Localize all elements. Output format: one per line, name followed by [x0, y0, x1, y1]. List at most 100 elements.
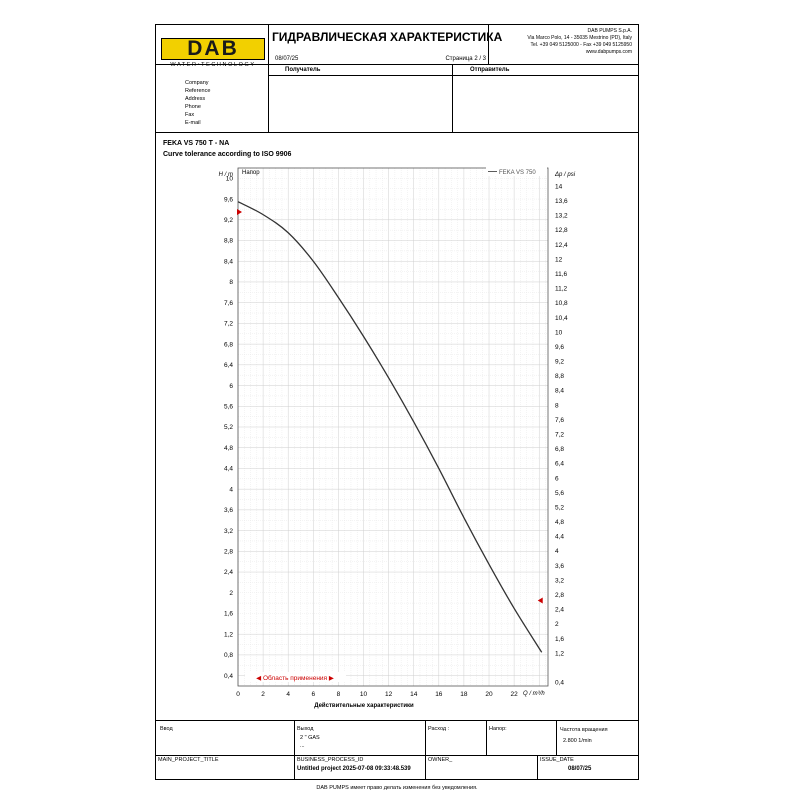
- output-extra: ...: [300, 743, 305, 749]
- y-tick-label: 1,2: [224, 631, 233, 638]
- x-tick-label: 6: [311, 691, 315, 698]
- business-process-value: Untitled project 2025-07-08 09:33:48.539: [297, 766, 411, 772]
- y2-tick-label: 8,4: [555, 388, 564, 395]
- y-tick-label: 8,4: [224, 258, 233, 265]
- y2-tick-label: 8,8: [555, 373, 564, 380]
- y2-tick-label: 12,8: [555, 227, 568, 234]
- y-tick-label: 6,4: [224, 362, 233, 369]
- x-tick-label: 8: [337, 691, 341, 698]
- footer-divider: [556, 720, 557, 755]
- y2-tick-label: 5,2: [555, 504, 564, 511]
- logo-text: DAB: [187, 37, 239, 60]
- contact-label-address: Address: [185, 96, 206, 102]
- header-divider: [488, 24, 489, 64]
- y2-tick-label: 10,8: [555, 300, 568, 307]
- footer-divider: [486, 720, 487, 755]
- curve-line-feka: [237, 201, 543, 653]
- page-title: ГИДРАВЛИЧЕСКАЯ ХАРАКТЕРИСТИКА: [272, 30, 503, 44]
- y2-tick-label: 7,6: [555, 417, 564, 424]
- footer-divider: [425, 720, 426, 780]
- header-divider: [268, 24, 269, 132]
- contact-label-phone: Phone: [185, 104, 201, 110]
- application-range-box: [245, 672, 346, 682]
- y2-tick-label: 11,2: [555, 286, 568, 293]
- y-tick-label: 2,4: [224, 569, 233, 576]
- y2-tick-label: 4: [555, 548, 559, 555]
- y2-tick-label: 11,6: [555, 271, 568, 278]
- y-tick-label: 6: [229, 383, 233, 390]
- company-line: www.dabpumps.com: [585, 49, 632, 55]
- head-label: Напор:: [489, 726, 507, 732]
- y-tick-label: 1,6: [224, 611, 233, 618]
- y2-axis-label: Δp / psi: [554, 172, 576, 178]
- x-tick-label: 16: [435, 691, 443, 698]
- x-tick-label: 4: [286, 691, 290, 698]
- x-tick-label: 10: [360, 691, 368, 698]
- footer-mid-line: [155, 755, 639, 756]
- y-tick-label: 3,6: [224, 507, 233, 514]
- panel-label: Напор: [242, 170, 260, 176]
- dab-logo: DAB: [161, 37, 265, 60]
- footer-divider: [294, 720, 295, 780]
- y-tick-label: 4,8: [224, 445, 233, 452]
- issue-date-label: ISSUE_DATE: [540, 757, 574, 763]
- legend-label: FEKA VS 750: [499, 170, 536, 176]
- y-tick-label: 7,2: [224, 321, 233, 328]
- y2-tick-label: 2,8: [555, 592, 564, 599]
- y2-tick-label: 6: [555, 475, 559, 482]
- y2-tick-label: 13,6: [555, 198, 568, 205]
- y2-tick-label: 2,4: [555, 607, 564, 614]
- y2-tick-label: 9,6: [555, 344, 564, 351]
- company-line: Via Marco Polo, 14 - 35035 Mestrino (PD)…: [527, 35, 632, 41]
- x-tick-label: 22: [510, 691, 518, 698]
- axis-ticks: 0 2 4 6 8 10 12 14 16 18 20 22 0,4 0,8 1,2 1,6 2 2,4 2,8 3,…: [224, 176, 568, 698]
- y-tick-label: 7,6: [224, 300, 233, 307]
- x-tick-label: 14: [410, 691, 418, 698]
- y-tick-label: 0,8: [224, 652, 233, 659]
- tolerance-note: Curve tolerance according to ISO 9906: [163, 151, 292, 158]
- speed-label: Частота вращения: [560, 727, 608, 733]
- contact-label-email: E-mail: [185, 120, 201, 126]
- output-label: Выход: [297, 726, 314, 732]
- y2-tick-label: 14: [555, 183, 563, 190]
- product-name: FEKA VS 750 T - NA: [163, 140, 230, 147]
- y-tick-label: 4,4: [224, 466, 233, 473]
- x-tick-label: 18: [460, 691, 468, 698]
- header-bottom-line: [155, 64, 639, 65]
- header-section-line: [155, 132, 639, 133]
- y2-tick-label: 12: [555, 256, 563, 263]
- footer-top-line: [155, 720, 639, 721]
- y2-tick-label: 0,4: [555, 680, 564, 687]
- y2-tick-label: 3,2: [555, 577, 564, 584]
- y-tick-label: 3,2: [224, 528, 233, 535]
- document-frame: [155, 24, 639, 780]
- y2-tick-label: 6,4: [555, 461, 564, 468]
- y2-tick-label: 12,4: [555, 242, 568, 249]
- y2-tick-label: 9,2: [555, 359, 564, 366]
- main-project-label: MAIN_PROJECT_TITLE: [158, 757, 219, 763]
- y-tick-label: 5,6: [224, 403, 233, 410]
- y2-tick-label: 4,4: [555, 534, 564, 541]
- pump-curve-chart: 0 2 4 6 8 10 12 14 16 18 20 22 0,4 0,8 1,2 1,6 2 2,4 2,8 3,…: [219, 167, 576, 709]
- y-tick-label: 10: [226, 176, 234, 183]
- x-tick-label: 20: [485, 691, 493, 698]
- recipient-label: Получатель: [285, 67, 321, 73]
- x-axis-label: Q / m³/h: [523, 691, 545, 697]
- sender-label: Отправитель: [470, 67, 510, 73]
- x-tick-label: 0: [236, 691, 240, 698]
- company-info: DAB PUMPS S.p.A. Via Marco Polo, 14 - 35…: [490, 28, 632, 56]
- contact-labels: Company Reference Address Phone Fax E-ma…: [185, 79, 210, 127]
- contact-label-reference: Reference: [185, 88, 211, 94]
- y-tick-label: 6,8: [224, 341, 233, 348]
- input-label: Ввод: [160, 726, 173, 732]
- y-tick-label: 9,6: [224, 196, 233, 203]
- flow-label: Расход :: [428, 726, 450, 732]
- legend-box: [486, 167, 547, 176]
- chart-grid: [237, 167, 548, 686]
- company-line: Tel. +39 049 5125000 - Fax +39 049 51259…: [530, 42, 632, 48]
- output-value: 2 " GAS: [300, 735, 320, 741]
- range-markers: [237, 209, 543, 604]
- x-tick-label: 2: [261, 691, 265, 698]
- page-number: Страница 2 / 3: [445, 56, 486, 62]
- y-tick-label: 2,8: [224, 549, 233, 556]
